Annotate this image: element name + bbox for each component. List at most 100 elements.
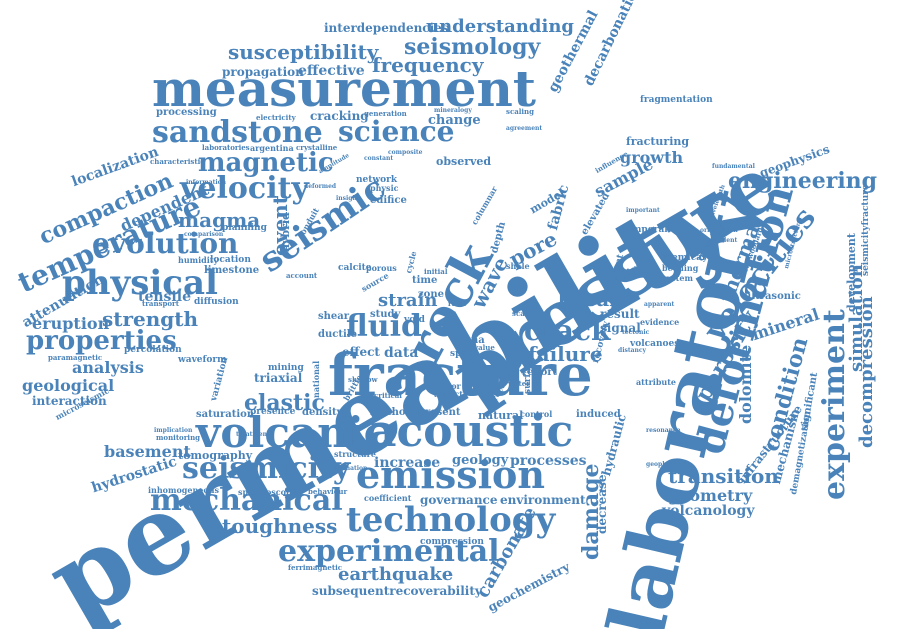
word-mining: mining [268, 363, 304, 373]
word-environment: environment [500, 493, 586, 507]
word-paramagnetic: paramagnetic [48, 353, 103, 362]
word-composite: composite [388, 149, 423, 156]
word-national: national [311, 360, 321, 398]
word-signal: signal [600, 321, 641, 335]
word-evolution: evolution [92, 227, 239, 260]
word-columnar: columnar [469, 184, 500, 227]
word-crack: crack [524, 314, 611, 347]
word-initial: initial [424, 267, 448, 276]
word-compression: compression [420, 537, 484, 547]
word-orientation: orientation [700, 227, 738, 234]
word-attribute: attribute [636, 377, 677, 387]
word-elastic: elastic [244, 390, 325, 416]
word-interdependencies: interdependencies [324, 21, 449, 35]
word-diffusion: diffusion [194, 297, 239, 307]
word-physic: physic [370, 183, 399, 193]
word-properties: properties [26, 326, 177, 356]
word-susceptibility: susceptibility [228, 40, 379, 64]
word-decrease: decrease [595, 474, 609, 534]
word-basalt: basalt [558, 287, 626, 311]
word-fundamental: fundamental [712, 163, 755, 170]
word-crystalline: crystalline [296, 143, 338, 152]
word-earthquake: earthquake [338, 564, 454, 585]
word-fracture: fracture [328, 341, 593, 409]
word-technology: technology [346, 500, 556, 540]
word-bedding: bedding [662, 263, 699, 273]
word-calcite: calcite [338, 263, 372, 273]
word-density: density [302, 407, 343, 418]
word-seismology: seismology [404, 34, 541, 60]
word-engineering: engineering [728, 168, 878, 194]
word-saturation: saturation [196, 409, 255, 420]
word-agreement: agreement [506, 125, 543, 132]
word-triaxial: triaxial [254, 371, 303, 385]
word-control: control [520, 409, 553, 419]
word-geology: geology [452, 453, 509, 468]
word-velocity: velocity [180, 171, 309, 206]
word-fragmentation: fragmentation [640, 95, 713, 105]
word-experimental: experimental [278, 534, 500, 569]
word-data: data [384, 345, 419, 361]
word-physical: physical [62, 263, 218, 303]
word-value: value [474, 343, 495, 352]
word-strength: strength [102, 307, 199, 331]
word-frequency: frequency [372, 53, 484, 77]
word-system: system [662, 273, 693, 283]
word-induced: induced [576, 409, 621, 420]
word-apparent: apparent [644, 301, 675, 308]
word-time: time [412, 275, 438, 286]
word-ferrimagnetic: ferrimagnetic [288, 563, 343, 572]
word-porous: porous [366, 263, 397, 273]
word-study: study [370, 309, 401, 320]
word-percolation: percolation [124, 345, 182, 355]
word-fracturing: fracturing [626, 135, 690, 148]
word-ratio: ratio [448, 299, 467, 308]
word-shallow: shallow [348, 375, 378, 384]
word-processes: processes [510, 453, 587, 469]
word-account: account [286, 271, 318, 280]
word-sandstone: sandstone [152, 115, 323, 150]
word-mechanical: mechanical [150, 483, 343, 518]
word-growth: growth [620, 148, 684, 167]
word-seismicity: seismicity [182, 451, 351, 486]
word-waveform: waveform [178, 355, 227, 365]
word-critical: critical [374, 391, 402, 400]
word-limestone: limestone [204, 265, 260, 276]
word-mineralogy: mineralogy [434, 107, 472, 114]
word-information: information [186, 179, 227, 186]
word-ductile: ductile [318, 329, 357, 340]
word-insight: insight [336, 195, 360, 202]
word-structure: structure [334, 449, 376, 459]
word-edifice: edifice [370, 195, 407, 206]
word-treatment: treatment [236, 431, 270, 438]
word-report: report [522, 367, 558, 378]
word-transport: transport [142, 299, 179, 308]
word-volcanic: volcanic [196, 408, 390, 457]
word-cycle: cycle [403, 249, 419, 275]
word-cracking: cracking [310, 109, 369, 123]
word-formation: formation [334, 465, 368, 472]
word-distancy: distancy [618, 347, 647, 354]
word-tensile: tensile [138, 289, 191, 305]
word-present: present [418, 407, 461, 418]
word-result: result [600, 307, 640, 321]
word-effective: effective [298, 63, 365, 79]
word-failure: failure [528, 342, 603, 366]
word-network: network [356, 175, 398, 185]
word-eruption: eruption [32, 314, 110, 333]
word-subsequentrecoverability: subsequentrecoverability [312, 584, 482, 598]
word-science: science [338, 115, 455, 148]
word-dolomite: dolomite [736, 344, 755, 424]
word-argentina: argentina [250, 143, 294, 153]
word-laboratories: laboratories [202, 143, 250, 152]
word-emission: emission [356, 452, 546, 497]
word-hydraulic: hydraulic [599, 412, 629, 478]
word-humidity: humidity [178, 255, 219, 265]
word-surface: surface [523, 356, 533, 394]
word-processing: processing [156, 107, 217, 118]
word-evidence: evidence [640, 317, 680, 327]
word-monitoring: monitoring [156, 433, 201, 442]
word-interaction: interaction [32, 394, 107, 408]
word-governance: governance [420, 493, 498, 507]
